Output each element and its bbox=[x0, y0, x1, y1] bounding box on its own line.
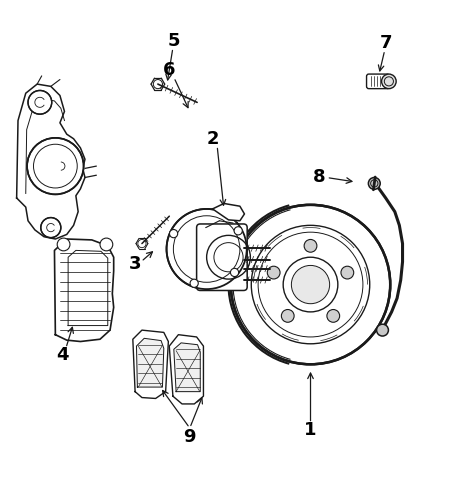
Polygon shape bbox=[213, 204, 244, 221]
FancyBboxPatch shape bbox=[197, 224, 247, 291]
Circle shape bbox=[341, 266, 354, 279]
Circle shape bbox=[368, 177, 380, 189]
Polygon shape bbox=[137, 338, 164, 387]
Circle shape bbox=[190, 279, 198, 287]
Circle shape bbox=[230, 268, 239, 277]
Circle shape bbox=[267, 266, 280, 279]
Text: 3: 3 bbox=[129, 255, 141, 273]
Text: 5: 5 bbox=[168, 32, 180, 50]
Text: 8: 8 bbox=[314, 168, 326, 186]
Circle shape bbox=[382, 74, 396, 88]
Circle shape bbox=[292, 265, 329, 304]
Circle shape bbox=[28, 90, 52, 114]
Circle shape bbox=[231, 205, 390, 364]
Polygon shape bbox=[133, 330, 168, 399]
Circle shape bbox=[166, 209, 247, 289]
Circle shape bbox=[57, 238, 70, 251]
Text: 2: 2 bbox=[206, 130, 219, 148]
Circle shape bbox=[100, 238, 113, 251]
Circle shape bbox=[304, 239, 317, 252]
Text: 7: 7 bbox=[379, 34, 392, 52]
Circle shape bbox=[377, 324, 388, 336]
Circle shape bbox=[170, 229, 178, 238]
Polygon shape bbox=[16, 84, 85, 239]
Text: 4: 4 bbox=[56, 346, 69, 364]
Circle shape bbox=[327, 310, 340, 322]
Polygon shape bbox=[174, 343, 200, 391]
Circle shape bbox=[282, 310, 294, 322]
Circle shape bbox=[41, 217, 61, 238]
Polygon shape bbox=[169, 335, 203, 404]
Text: 6: 6 bbox=[163, 62, 175, 79]
FancyBboxPatch shape bbox=[367, 74, 389, 88]
Polygon shape bbox=[54, 239, 114, 341]
Text: 9: 9 bbox=[184, 428, 196, 446]
Text: 1: 1 bbox=[304, 421, 317, 439]
Circle shape bbox=[27, 138, 84, 195]
Circle shape bbox=[234, 227, 242, 235]
